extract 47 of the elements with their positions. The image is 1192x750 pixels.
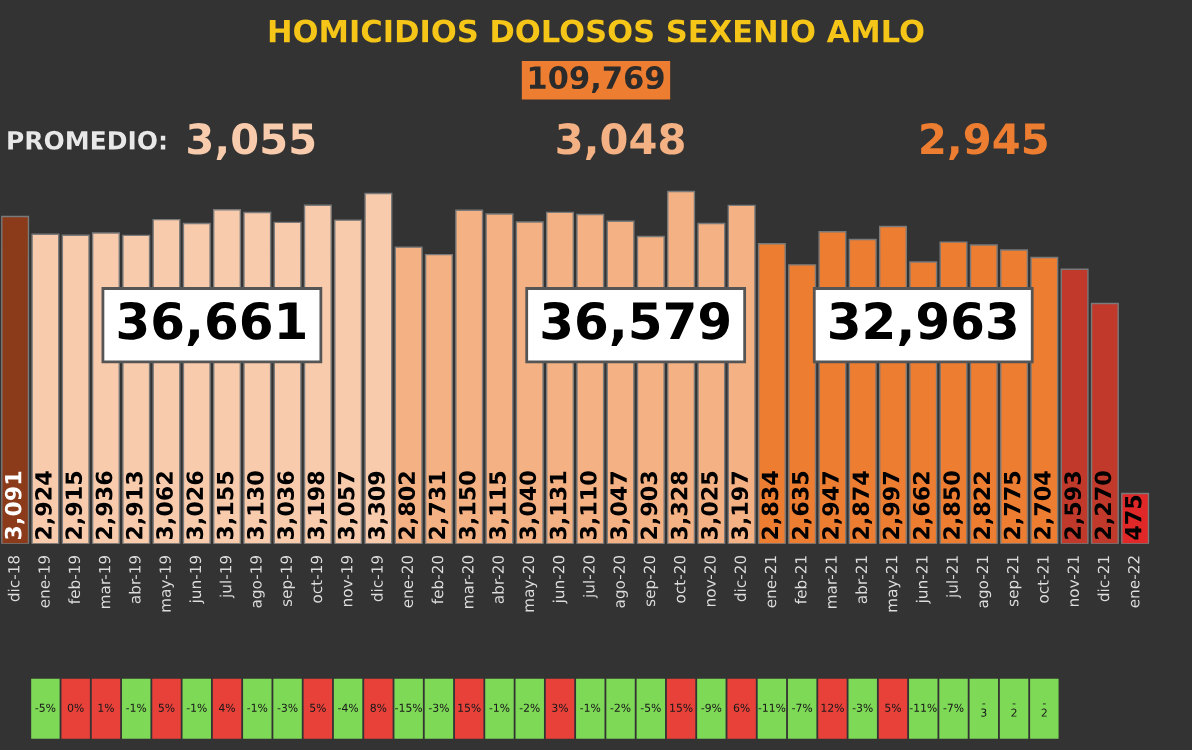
data-label: 3,115	[489, 471, 509, 540]
data-label: 3,091	[4, 471, 25, 540]
data-label: 3,057	[337, 472, 358, 540]
data-label: 3,047	[610, 472, 630, 540]
data-label: 2,822	[973, 472, 994, 539]
data-label: 2,662	[912, 472, 933, 539]
data-label: 475	[1125, 495, 1142, 540]
data-label: 3,130	[246, 471, 267, 540]
text: 3,055	[188, 123, 315, 160]
data-label: 2,947	[822, 472, 842, 539]
chart-title: HOMICIDIOS DOLOSOS SEXENIO AMLO	[269, 19, 924, 43]
text: 2,945	[921, 123, 1047, 160]
data-label: 2,802	[398, 472, 418, 539]
data-label: 2,903	[640, 472, 661, 539]
data-label: 2,913	[125, 472, 146, 539]
data-label: 2,936	[95, 471, 116, 539]
data-label: 2,924	[35, 471, 55, 539]
annotation: 36,579	[542, 301, 729, 347]
data-label: 2,270	[1094, 471, 1115, 539]
text: 3,048	[557, 123, 684, 160]
data-label: 2,850	[943, 471, 963, 539]
data-label: 3,110	[579, 471, 600, 540]
data-label: 2,731	[428, 471, 449, 539]
data-label: 3,197	[731, 472, 751, 540]
data-label: 3,040	[519, 471, 540, 540]
data-label: 2,915	[65, 471, 85, 539]
data-label: 3,026	[186, 471, 207, 540]
data-label: 2,834	[761, 471, 782, 539]
data-label: 3,062	[156, 472, 176, 540]
data-label: 3,155	[216, 471, 237, 540]
data-label: 2,874	[852, 471, 872, 539]
data-label: 3,198	[307, 471, 328, 540]
data-label: 2,775	[1003, 471, 1024, 539]
data-label: 2,997	[882, 472, 903, 539]
data-label: 2,593	[1064, 472, 1084, 539]
text: 109,769	[529, 66, 664, 94]
data-label: 3,309	[368, 471, 388, 540]
data-label: 3,131	[549, 471, 570, 540]
annotation: 36,661	[118, 301, 305, 347]
annotation: 32,963	[830, 301, 1016, 347]
data-label: 2,704	[1033, 471, 1054, 539]
data-label: 3,025	[701, 471, 721, 540]
data-label: 3,036	[277, 471, 297, 540]
data-label: 3,150	[458, 471, 479, 540]
text: PROMEDIO:	[8, 130, 166, 150]
data-label: 2,635	[791, 471, 812, 539]
data-label: 3,328	[670, 471, 691, 540]
